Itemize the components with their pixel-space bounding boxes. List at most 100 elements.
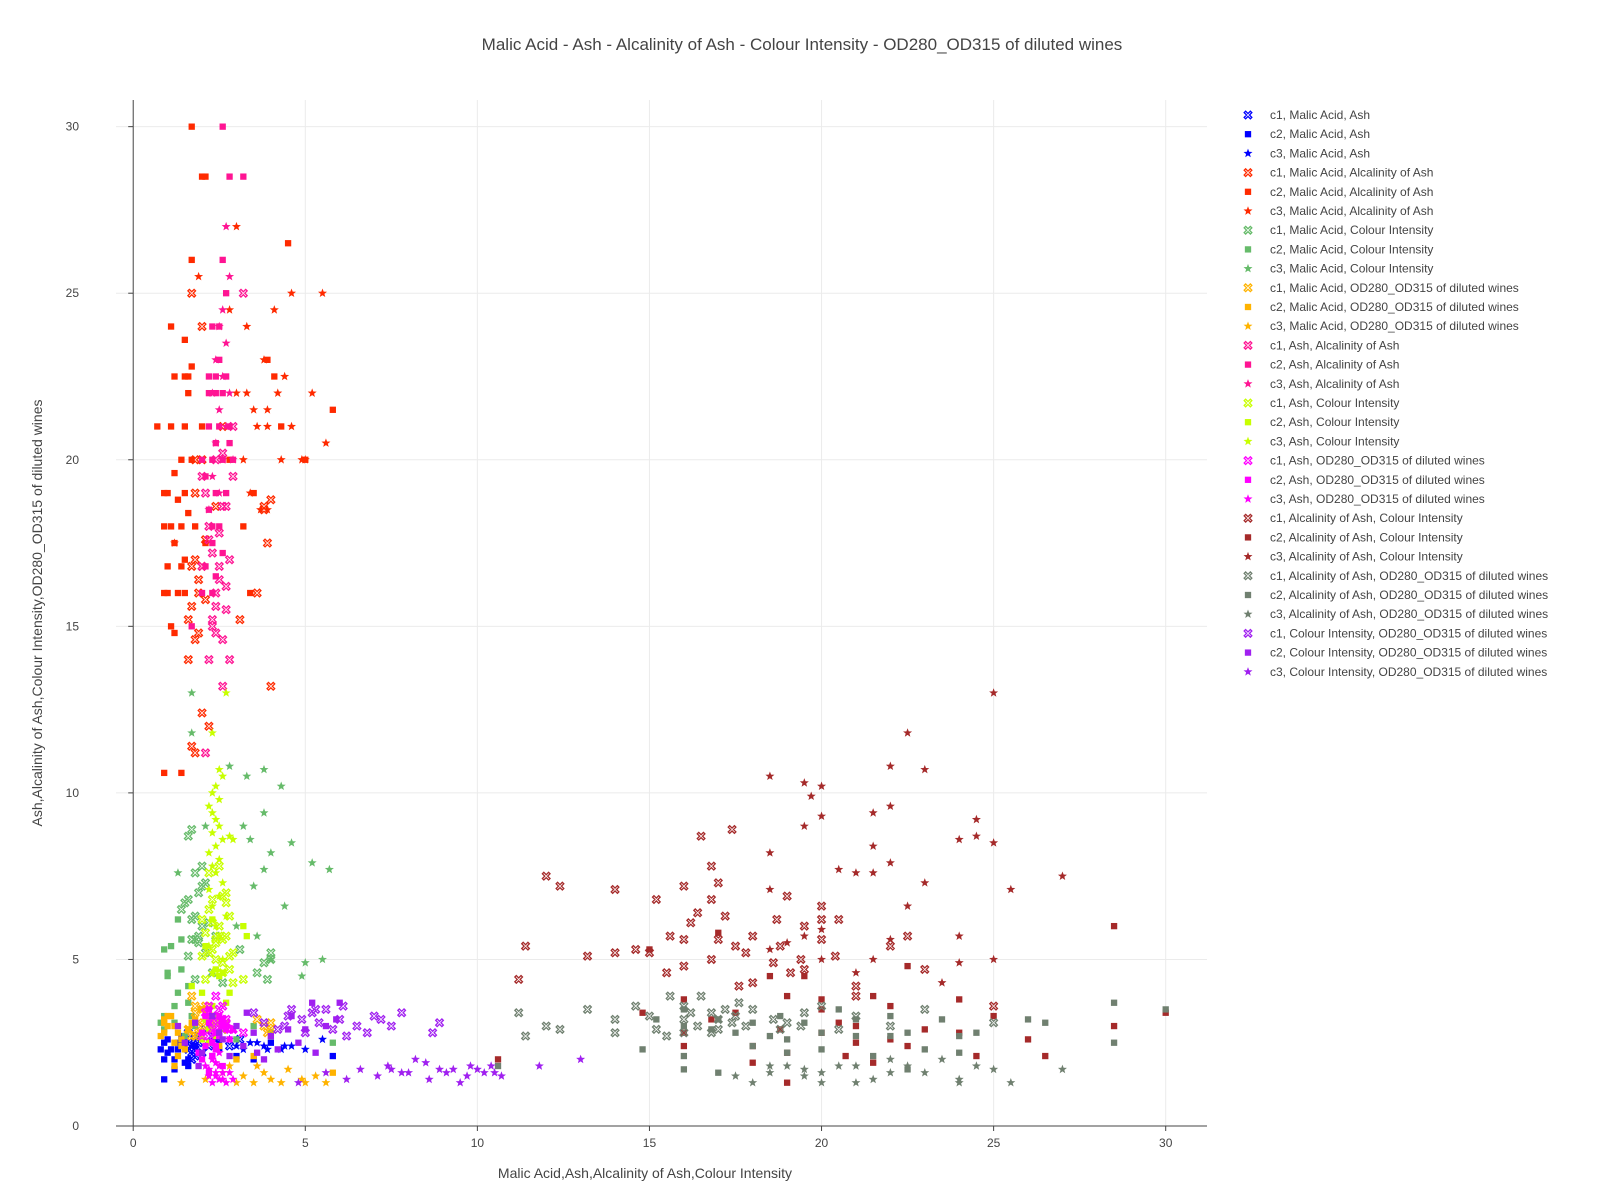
data-point [178,1042,185,1050]
legend-item[interactable]: c3, Malic Acid, Colour Intensity [1243,262,1434,276]
data-point [266,1074,276,1084]
data-point [231,221,241,231]
data-point [269,305,279,314]
data-point [555,1024,565,1035]
data-point [207,901,217,910]
data-point [830,951,841,961]
legend-item[interactable]: c1, Alcalinity of Ash, OD280_OD315 of di… [1243,569,1548,583]
data-point [321,438,331,447]
data-point [679,1014,689,1025]
data-point [956,1032,963,1040]
data-point [186,601,197,612]
legend-item[interactable]: c2, Malic Acid, Colour Intensity [1244,242,1434,256]
legend-item[interactable]: c1, Ash, Alcalinity of Ash [1243,338,1399,352]
y-tick-label: 20 [66,453,80,467]
data-point [235,944,245,955]
y-axis-title: Ash,Alcalinity of Ash,Colour Intensity,O… [29,400,45,827]
data-point [259,808,269,817]
legend-item[interactable]: c1, Malic Acid, Alcalinity of Ash [1243,166,1433,180]
data-point [161,1039,168,1046]
data-point [887,1036,894,1043]
data-point [851,981,861,991]
data-point [816,1001,827,1011]
data-point [161,1012,168,1020]
data-point [174,496,182,503]
data-point [233,1056,240,1063]
data-point [214,1074,224,1084]
legend-marker [1243,340,1253,351]
legend-item[interactable]: c3, Alcalinity of Ash, Colour Intensity [1243,550,1463,564]
legend-item[interactable]: c2, Ash, Colour Intensity [1244,415,1400,429]
data-point [287,421,297,431]
data-point [185,373,192,380]
legend-item[interactable]: c1, Ash, Colour Intensity [1243,396,1399,410]
legend-item[interactable]: c2, Ash, OD280_OD315 of diluted wines [1244,473,1485,487]
data-point [252,1038,262,1047]
legend-item[interactable]: c2, Alcalinity of Ash, OD280_OD315 of di… [1244,588,1548,602]
legend-item[interactable]: c3, Ash, OD280_OD315 of diluted wines [1243,492,1485,506]
legend-item[interactable]: c2, Malic Acid, Alcalinity of Ash [1244,185,1434,199]
legend-item[interactable]: c3, Malic Acid, Ash [1243,146,1371,160]
data-point [221,581,231,592]
data-point [765,1061,775,1070]
data-point [198,1049,206,1056]
data-point [427,1027,438,1038]
legend-item[interactable]: c1, Malic Acid, Colour Intensity [1243,223,1433,237]
data-point [176,1077,186,1087]
data-point [195,1049,202,1056]
legend-item[interactable]: c2, Ash, Alcalinity of Ash [1244,358,1400,372]
legend-item[interactable]: c3, Ash, Colour Intensity [1243,434,1400,448]
data-point [219,1036,226,1043]
data-point [680,1052,688,1060]
data-point [310,1004,321,1015]
data-point [513,1008,524,1018]
data-point [902,931,913,941]
data-point [225,305,235,314]
legend-item[interactable]: c2, Malic Acid, OD280_OD315 of diluted w… [1244,300,1519,314]
legend-item[interactable]: c1, Alcalinity of Ash, Colour Intensity [1243,511,1463,525]
data-point [286,1004,297,1015]
data-point [233,1022,240,1030]
data-point [796,954,806,965]
data-point [197,321,207,332]
data-point [238,1027,249,1038]
data-point [183,951,194,961]
legend-item[interactable]: c3, Ash, Alcalinity of Ash [1243,377,1400,391]
data-point [204,868,214,878]
data-point [341,1031,352,1041]
legend-marker [1244,188,1252,195]
data-point [1110,1039,1118,1046]
data-point [207,1077,217,1087]
data-point [490,1067,500,1077]
data-point [211,1071,221,1080]
data-point [868,841,878,850]
data-point [775,941,785,951]
data-point [252,1061,262,1070]
data-point [176,904,187,915]
legend-item[interactable]: c1, Malic Acid, OD280_OD315 of diluted w… [1243,281,1519,295]
data-point [765,884,775,894]
data-point [186,1031,197,1041]
data-point [183,614,194,625]
legend-item[interactable]: c1, Malic Acid, Ash [1243,108,1370,122]
data-point [720,911,730,921]
legend-item[interactable]: c1, Ash, OD280_OD315 of diluted wines [1243,454,1485,468]
data-point [885,1021,896,1031]
legend-item[interactable]: c3, Colour Intensity, OD280_OD315 of dil… [1243,665,1548,679]
data-point [852,1016,860,1023]
legend-item[interactable]: c2, Alcalinity of Ash, Colour Intensity [1244,530,1463,544]
legend-item[interactable]: c2, Colour Intensity, OD280_OD315 of dil… [1244,646,1547,660]
data-point [302,1026,309,1033]
legend-item[interactable]: c2, Malic Acid, Ash [1244,127,1370,141]
data-point [765,771,775,781]
data-point [212,489,219,497]
legend-item[interactable]: c3, Malic Acid, Alcalinity of Ash [1243,204,1434,218]
legend-item[interactable]: c1, Colour Intensity, OD280_OD315 of dil… [1243,626,1547,640]
legend-label: c2, Ash, Colour Intensity [1270,415,1399,429]
y-tick-label: 5 [72,952,79,966]
data-point [161,1029,168,1036]
legend-item[interactable]: c3, Malic Acid, OD280_OD315 of diluted w… [1243,319,1519,333]
data-point [576,1054,586,1064]
data-point [167,1012,175,1020]
legend-item[interactable]: c3, Alcalinity of Ash, OD280_OD315 of di… [1243,607,1549,621]
